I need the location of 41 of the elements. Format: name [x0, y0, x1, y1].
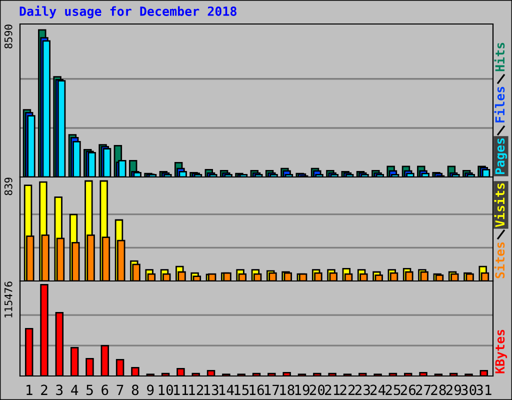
x-tick-label: 14: [219, 384, 234, 395]
x-tick-label: 24: [370, 384, 386, 395]
x-tick-label: 16: [250, 384, 264, 396]
x-tick-label: 7: [116, 384, 124, 395]
x-tick-label: 28: [431, 384, 446, 396]
chart-title: Daily usage for December 2018: [20, 6, 236, 18]
x-tick-label: 26: [400, 384, 416, 396]
x-tick-label: 22: [340, 384, 355, 395]
x-tick-label: 10: [158, 384, 173, 396]
x-tick-label: 12: [189, 384, 204, 395]
text: 8590: [4, 24, 12, 48]
x-tick-label: 6: [102, 384, 108, 396]
x-tick-label: 17: [264, 384, 279, 395]
x-tick-label: 21: [324, 384, 340, 395]
x-tick-label: 3: [56, 384, 63, 396]
x-tick-label: 29: [446, 384, 462, 396]
x-tick-label: 19: [295, 384, 310, 396]
legend-label: Pages: [495, 138, 508, 174]
x-tick-label: 30: [461, 384, 476, 396]
x-tick-label: 5: [86, 384, 93, 396]
x-tick-label: 15: [234, 384, 249, 396]
x-tick-label: 11: [174, 384, 188, 395]
x-tick-label: 20: [310, 384, 325, 396]
x-tick-label: 27: [416, 384, 431, 395]
text: Hits: [494, 42, 505, 72]
x-tick-label: 8: [132, 384, 139, 396]
x-tick-label: 13: [204, 384, 218, 396]
x-tick-label: 9: [147, 384, 154, 396]
x-tick-label: 25: [386, 384, 400, 396]
text: 115476: [4, 282, 12, 318]
text: Visits: [494, 183, 505, 228]
text: Sites: [494, 242, 505, 278]
x-tick-label: 4: [71, 384, 78, 395]
text: 839: [4, 178, 12, 196]
x-tick-label: 23: [355, 384, 370, 396]
x-tick-label: 18: [280, 384, 294, 396]
x-tick-label: 31: [476, 384, 492, 396]
text: KBytes: [495, 330, 508, 374]
legend-label: Files: [494, 86, 505, 122]
x-tick-label: 1: [26, 384, 32, 395]
x-tick-label: 2: [41, 384, 48, 395]
